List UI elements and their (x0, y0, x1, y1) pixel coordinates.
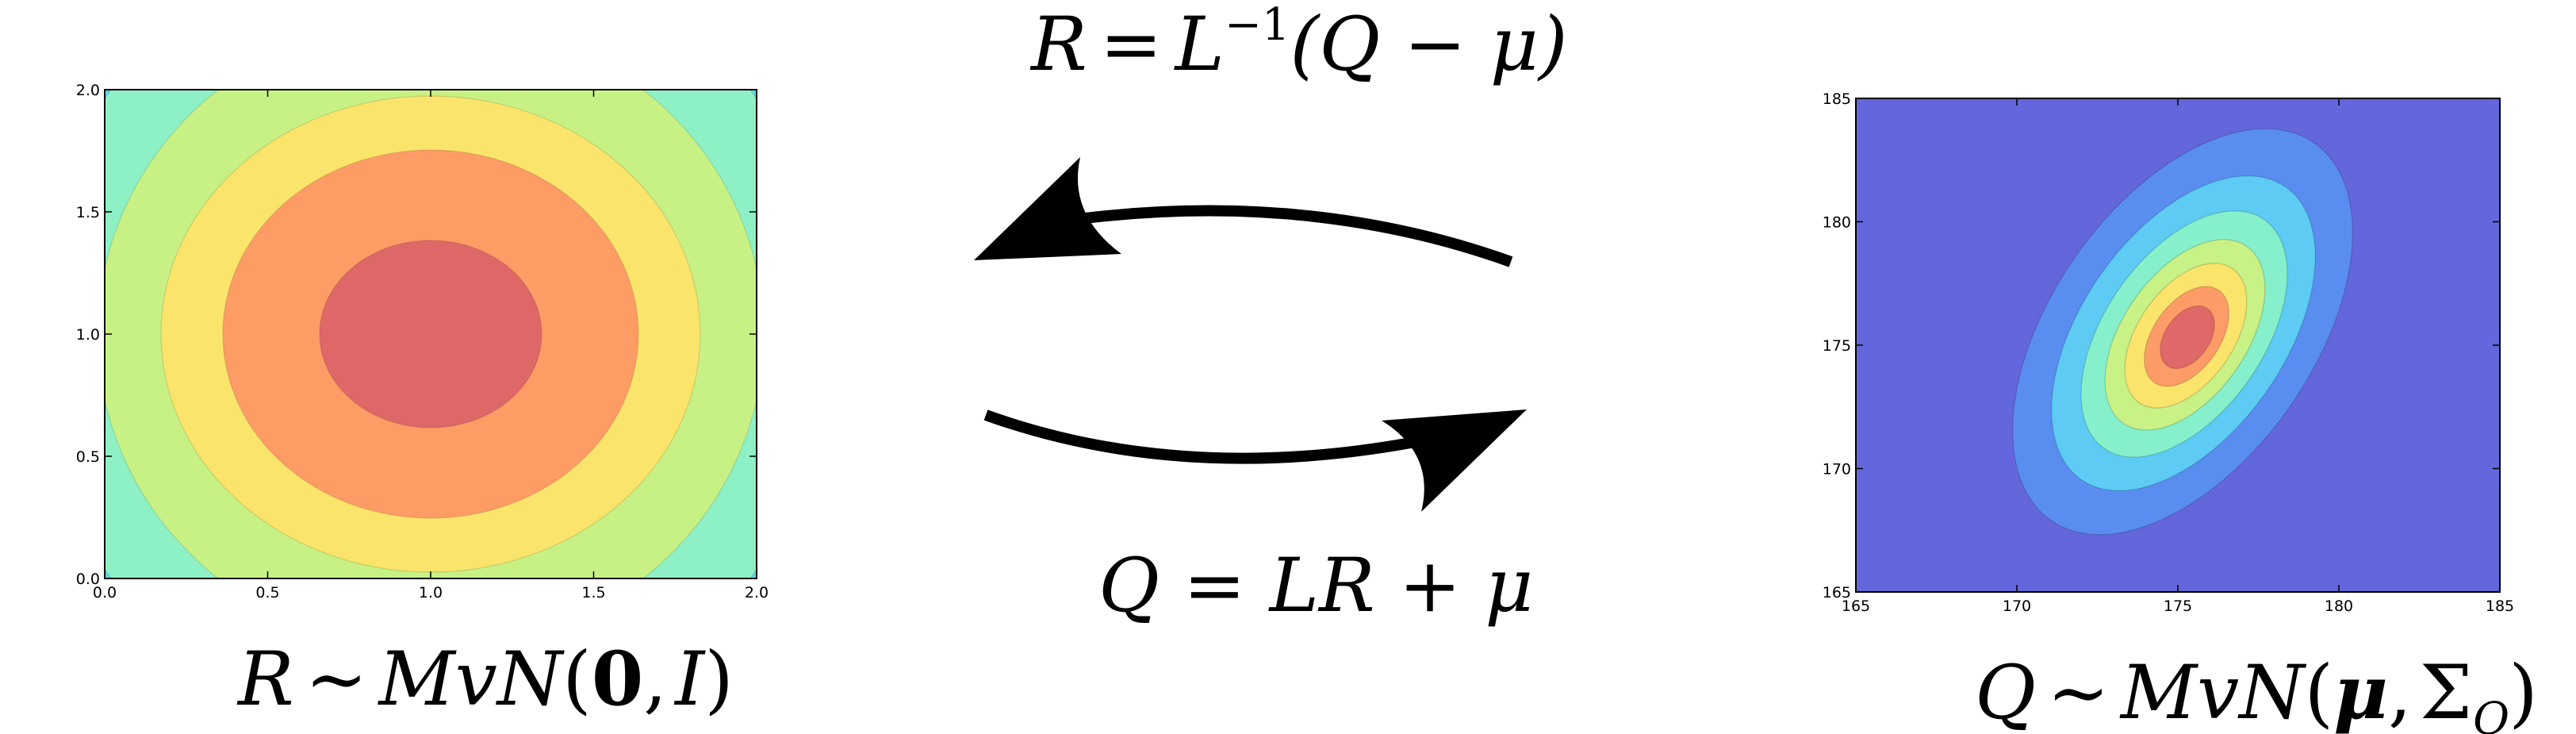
right-contour-band (2160, 305, 2215, 370)
left-x-tick-label: 0.5 (255, 584, 279, 601)
left-x-tick-label: 1.0 (419, 584, 443, 601)
right-y-tick-label: 165 (1823, 584, 1851, 601)
left-y-tick-label: 2.0 (76, 82, 100, 99)
forward-transform-arrow (983, 409, 1527, 512)
left-y-tick-label: 1.5 (76, 204, 100, 221)
right-x-tick-label: 175 (2164, 598, 2192, 615)
right-plot-ticks: 165 170 175 180 185 165 170 175 180 185 (1823, 90, 2514, 615)
right-x-tick-label: 185 (2486, 598, 2514, 615)
left-contour-plot: 0.0 0.5 1.0 1.5 2.0 0.0 0.5 1.0 1.5 2.0 (76, 82, 769, 601)
left-y-tick-label: 1.0 (76, 326, 100, 344)
left-contour-band (319, 240, 542, 428)
right-caption: Q ∼ MvN(μ, ΣQ) (1975, 649, 2538, 734)
inverse-transform-arrow (974, 157, 1513, 267)
left-x-tick-label: 2.0 (745, 584, 769, 601)
right-y-tick-label: 170 (1823, 461, 1851, 478)
left-y-tick-label: 0.5 (76, 448, 100, 466)
left-x-tick-label: 0.0 (93, 584, 117, 601)
top-equation: R = L−1(Q − μ) (1029, 0, 1568, 88)
bottom-equation: Q = LR + μ (1098, 543, 1533, 629)
right-y-tick-label: 180 (1823, 214, 1851, 232)
right-x-tick-label: 170 (2003, 598, 2031, 615)
right-x-tick-label: 165 (1842, 598, 1870, 615)
left-x-tick-label: 1.5 (581, 584, 605, 601)
right-x-tick-label: 180 (2325, 598, 2353, 615)
right-contour-plot: 165 170 175 180 185 165 170 175 180 185 (1823, 90, 2514, 615)
left-caption: R ∼ MvN(0, I) (236, 636, 734, 723)
left-contour-fills (105, 90, 757, 578)
right-contour-fills (1856, 98, 2500, 592)
left-plot-ticks: 0.0 0.5 1.0 1.5 2.0 0.0 0.5 1.0 1.5 2.0 (76, 82, 769, 601)
left-y-tick-label: 0.0 (76, 571, 100, 588)
right-y-tick-label: 175 (1823, 337, 1851, 355)
right-y-tick-label: 185 (1823, 90, 1851, 108)
